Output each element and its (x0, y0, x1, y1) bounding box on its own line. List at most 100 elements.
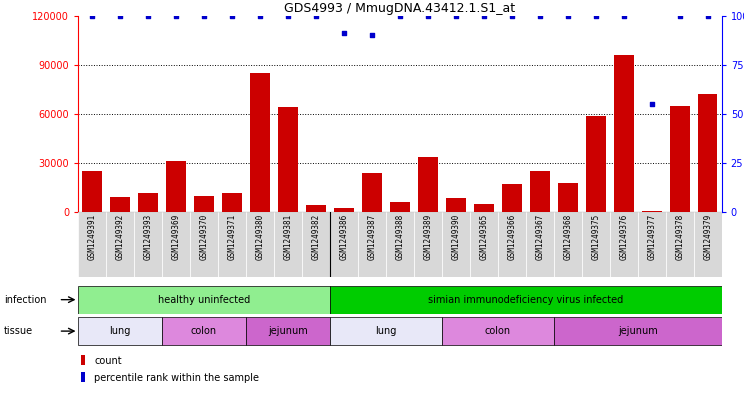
Point (702, 13, 713, 19)
Bar (442, 212, 470, 277)
Text: count: count (94, 356, 122, 366)
Bar (526, 212, 554, 277)
Text: GSM1249376: GSM1249376 (619, 214, 628, 261)
Text: GSM1249391: GSM1249391 (88, 214, 97, 261)
Bar (162, 212, 190, 277)
Text: tissue: tissue (4, 326, 33, 336)
Point (226, 13, 238, 19)
Point (534, 13, 546, 19)
Bar (554, 317, 722, 345)
Bar (586, 116, 606, 212)
Bar (302, 212, 330, 277)
Bar (418, 156, 437, 212)
Text: GSM1249387: GSM1249387 (368, 214, 376, 261)
Bar (274, 212, 302, 277)
Text: jejunum: jejunum (268, 326, 308, 336)
Bar (330, 285, 722, 314)
Bar (162, 317, 246, 345)
Bar (250, 73, 270, 212)
Point (450, 13, 462, 19)
Title: GDS4993 / MmugDNA.43412.1.S1_at: GDS4993 / MmugDNA.43412.1.S1_at (284, 2, 516, 15)
Bar (470, 212, 498, 277)
Text: GSM1249392: GSM1249392 (115, 214, 124, 261)
Bar (106, 212, 134, 277)
Point (198, 13, 210, 19)
Point (170, 13, 182, 19)
Bar (414, 212, 442, 277)
Text: GSM1249375: GSM1249375 (591, 214, 600, 261)
Bar (83, 171, 102, 212)
Bar (474, 204, 493, 212)
Bar (442, 317, 554, 345)
Bar (358, 212, 386, 277)
Text: GSM1249380: GSM1249380 (255, 214, 265, 261)
Bar (78, 285, 330, 314)
Bar (218, 212, 246, 277)
Text: GSM1249368: GSM1249368 (563, 214, 572, 261)
Bar (554, 212, 582, 277)
Text: GSM1249371: GSM1249371 (228, 214, 237, 261)
Bar (134, 212, 162, 277)
Point (114, 13, 126, 19)
Point (506, 13, 518, 19)
Text: GSM1249390: GSM1249390 (452, 214, 461, 261)
Text: infection: infection (4, 295, 46, 305)
Text: colon: colon (485, 326, 511, 336)
Bar (81, 372, 86, 382)
Point (562, 13, 574, 19)
Bar (530, 171, 550, 212)
Text: healthy uninfected: healthy uninfected (158, 295, 250, 305)
Text: GSM1249381: GSM1249381 (283, 214, 292, 261)
Text: GSM1249389: GSM1249389 (423, 214, 432, 261)
Bar (330, 212, 358, 277)
Bar (670, 106, 690, 212)
Bar (334, 208, 353, 212)
Point (142, 13, 154, 19)
Point (86, 13, 98, 19)
Bar (502, 184, 522, 212)
Text: GSM1249367: GSM1249367 (535, 214, 545, 261)
Point (338, 30, 350, 37)
Bar (78, 317, 162, 345)
Bar (246, 317, 330, 345)
Text: GSM1249377: GSM1249377 (647, 214, 656, 261)
Text: GSM1249393: GSM1249393 (144, 214, 153, 261)
Bar (610, 212, 638, 277)
Text: jejunum: jejunum (618, 326, 658, 336)
Bar (614, 55, 634, 212)
Point (646, 101, 658, 107)
Bar (166, 162, 186, 212)
Bar (390, 202, 410, 212)
Point (590, 13, 602, 19)
Bar (330, 317, 442, 345)
Bar (498, 212, 526, 277)
Bar (642, 211, 661, 212)
Point (394, 13, 406, 19)
Text: GSM1249365: GSM1249365 (479, 214, 488, 261)
Text: lung: lung (375, 326, 397, 336)
Point (618, 13, 629, 19)
Bar (558, 183, 577, 212)
Text: GSM1249366: GSM1249366 (507, 214, 516, 261)
Text: GSM1249369: GSM1249369 (172, 214, 181, 261)
Bar (190, 212, 218, 277)
Bar (446, 198, 466, 212)
Bar (666, 212, 693, 277)
Bar (81, 355, 86, 365)
Bar (582, 212, 610, 277)
Point (478, 13, 490, 19)
Bar (222, 193, 242, 212)
Text: GSM1249378: GSM1249378 (676, 214, 684, 261)
Bar (638, 212, 666, 277)
Bar (138, 193, 158, 212)
Bar (698, 94, 717, 212)
Point (310, 13, 322, 19)
Bar (693, 212, 722, 277)
Bar (78, 212, 106, 277)
Text: GSM1249382: GSM1249382 (312, 214, 321, 261)
Text: GSM1249388: GSM1249388 (395, 214, 405, 261)
Point (422, 13, 434, 19)
Bar (362, 173, 382, 212)
Point (282, 13, 294, 19)
Bar (194, 196, 214, 212)
